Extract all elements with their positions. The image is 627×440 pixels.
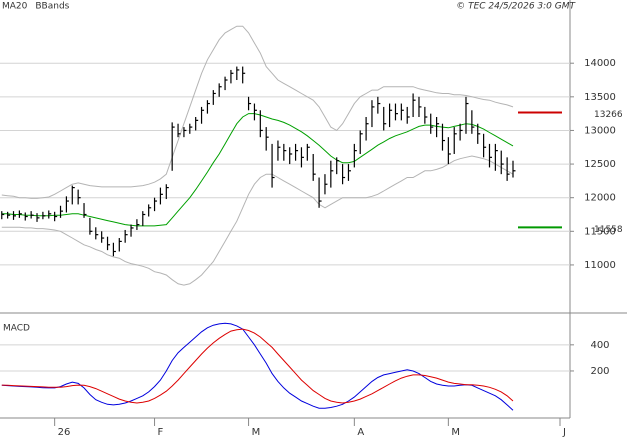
y-tick-label: 13500 [584, 92, 616, 103]
ma-line [1, 113, 514, 227]
x-tick-label: F [158, 427, 164, 438]
legend-entry: MA20 [2, 2, 28, 12]
y-tick-label: 14000 [584, 58, 616, 69]
y-tick-label: 12000 [584, 193, 616, 204]
x-tick-label: M [451, 427, 460, 438]
y-tick-label: 12500 [584, 159, 616, 170]
legend-entry: BBands [35, 2, 69, 12]
level-label: 13266 [594, 110, 623, 120]
y-tick-label: 11000 [584, 260, 616, 271]
x-tick-label: 26 [58, 427, 71, 438]
source-note: © TEC 24/5/2026 3:0 GMT [456, 2, 576, 12]
band-upper [1, 25, 514, 199]
x-tick-label: J [562, 427, 566, 438]
y-tick-label: 13000 [584, 125, 616, 136]
x-tick-label: A [357, 427, 364, 438]
y-tick-label: 400 [590, 340, 609, 351]
band-lower [1, 155, 514, 286]
y-tick-label: 200 [590, 366, 609, 377]
indicator-line [1, 322, 514, 411]
indicator-line [1, 328, 514, 404]
level-label: 11558 [594, 225, 623, 235]
x-tick-label: M [252, 427, 261, 438]
plot-background [0, 0, 570, 418]
y-tick-label: 11500 [584, 226, 616, 237]
panel-title: MACD [3, 324, 30, 334]
